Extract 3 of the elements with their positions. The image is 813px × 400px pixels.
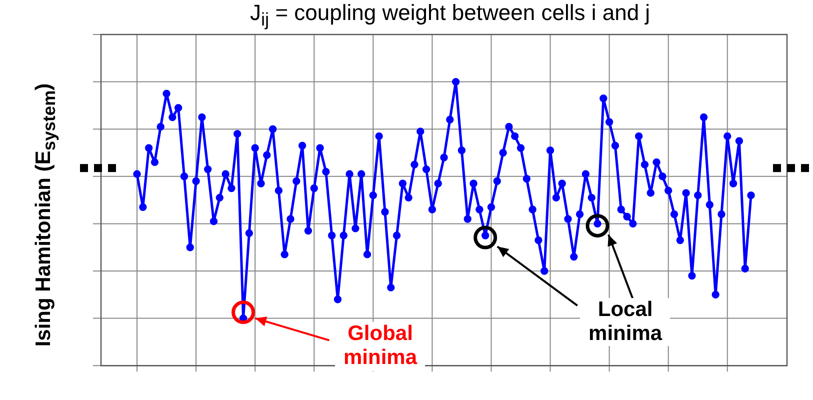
annotation: Local minima xyxy=(580,298,670,346)
chart-title: J$_{ij}$ = coupling weight between cells i and j xyxy=(248,0,652,30)
text: Global minima xyxy=(335,322,426,371)
